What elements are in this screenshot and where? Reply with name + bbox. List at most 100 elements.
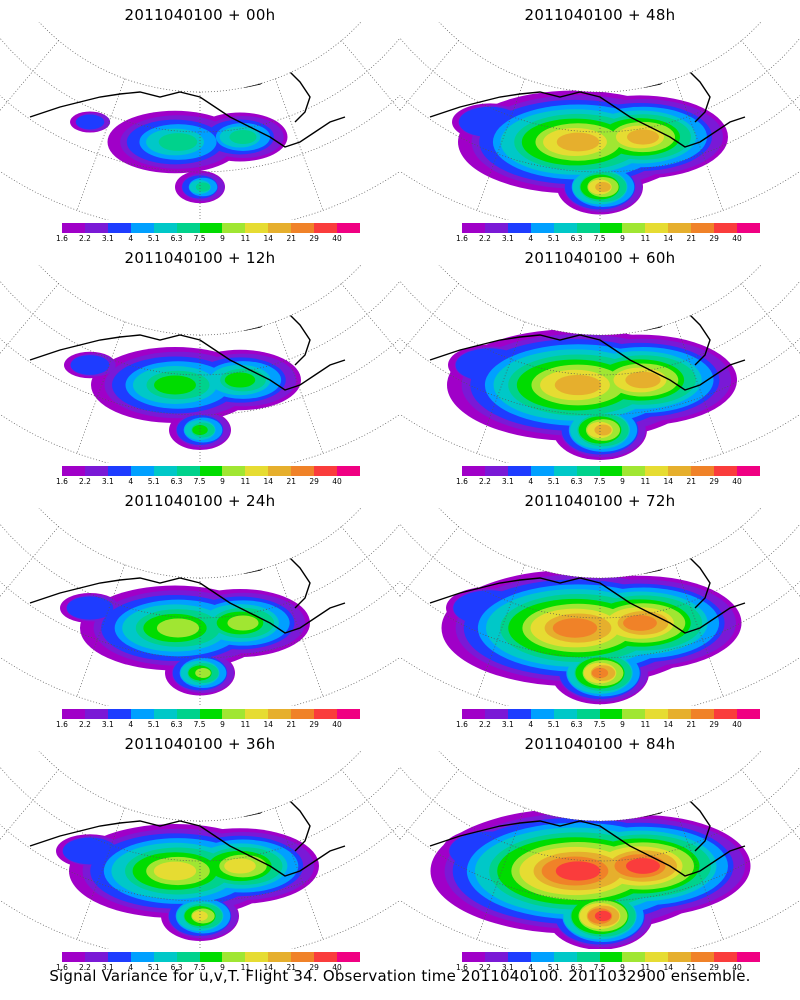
meridian-line bbox=[0, 265, 9, 295]
signal-variance-field bbox=[56, 824, 319, 941]
variance-contour bbox=[62, 837, 118, 865]
colorbar-tick-label: 5.1 bbox=[547, 477, 560, 486]
map-panel: 2011040100 + 72h 1.6 2.2 3.1 4 5.1 6.3 7.5 9 11 14… bbox=[400, 486, 800, 729]
colorbar-tick-label: 9 bbox=[620, 477, 625, 486]
map-panel: 2011040100 + 48h 1.6 2.2 3.1 4 5.1 6.3 7.5 9 11 14… bbox=[400, 0, 800, 243]
colorbar-swatch bbox=[222, 709, 246, 719]
colorbar-tick-label: 1.6 bbox=[56, 963, 68, 972]
colorbar-swatch bbox=[599, 709, 623, 719]
colorbar-swatch bbox=[130, 952, 154, 962]
colorbar-swatch bbox=[553, 952, 577, 962]
colorbar-swatch bbox=[176, 952, 200, 962]
variance-contour bbox=[594, 910, 612, 922]
variance-contour bbox=[224, 858, 256, 874]
meridian-line bbox=[0, 526, 59, 597]
map-panel: 2011040100 + 24h 1.6 2.2 3.1 4 5.1 6.3 7.5 9 11 14… bbox=[0, 486, 400, 729]
map-border bbox=[0, 22, 400, 220]
colorbar-swatch bbox=[268, 466, 292, 476]
panel-title: 2011040100 + 36h bbox=[124, 735, 276, 753]
colorbar-swatch bbox=[530, 952, 554, 962]
variance-contour bbox=[227, 615, 259, 631]
colorbar-tick-label: 1.6 bbox=[56, 477, 68, 486]
meridian-line bbox=[0, 751, 9, 781]
colorbar-tick-label: 4 bbox=[128, 477, 134, 486]
colorbar-tick-label: 5.1 bbox=[147, 234, 160, 243]
colorbar-swatch bbox=[691, 952, 715, 962]
colorbar-swatch bbox=[599, 952, 623, 962]
variance-contour bbox=[591, 667, 609, 679]
colorbar-tick-label: 4 bbox=[128, 720, 134, 729]
parallel-line bbox=[0, 581, 400, 659]
colorbar-swatch bbox=[622, 952, 646, 962]
colorbar-tick-label: 6.3 bbox=[570, 963, 583, 972]
colorbar-tick-label: 40 bbox=[732, 234, 742, 243]
meridian-line bbox=[791, 508, 800, 538]
parallel-line bbox=[0, 523, 400, 619]
parallel-line bbox=[400, 338, 800, 416]
parallel-line bbox=[0, 95, 400, 173]
colorbar-tick-label: 14 bbox=[663, 963, 674, 972]
colorbar-swatch bbox=[84, 466, 108, 476]
colorbar-tick-label: 3.1 bbox=[101, 963, 114, 972]
colorbar-ticks: 1.6 2.2 3.1 4 5.1 6.3 7.5 9 11 14 21 29 40 bbox=[56, 963, 360, 973]
colorbar-swatch bbox=[553, 709, 577, 719]
colorbar-tick-label: 29 bbox=[309, 720, 319, 729]
colorbar-swatch bbox=[576, 709, 600, 719]
colorbar-swatch bbox=[314, 223, 338, 233]
colorbar-swatch bbox=[107, 709, 131, 719]
colorbar-tick-label: 4 bbox=[128, 234, 134, 243]
colorbar-tick-label: 29 bbox=[309, 234, 319, 243]
colorbar-tick-label: 2.2 bbox=[78, 234, 91, 243]
colorbar-swatch bbox=[176, 223, 200, 233]
colorbar-tick-label: 40 bbox=[732, 477, 742, 486]
variance-contour bbox=[192, 911, 208, 921]
map-panel: 2011040100 + 60h 1.6 2.2 3.1 4 5.1 6.3 7.5 9 11 14… bbox=[400, 243, 800, 486]
map-panel: 2011040100 + 12h 1.6 2.2 3.1 4 5.1 6.3 7.5 9 11 14… bbox=[0, 243, 400, 486]
colorbar-tick-label: 3.1 bbox=[501, 234, 514, 243]
colorbar-swatch bbox=[222, 466, 246, 476]
colorbar-swatch bbox=[714, 223, 738, 233]
colorbar-tick-label: 6.3 bbox=[170, 720, 183, 729]
parallel-line bbox=[400, 523, 800, 619]
colorbar-swatch bbox=[668, 223, 692, 233]
colorbar-swatch bbox=[622, 466, 646, 476]
variance-contour bbox=[224, 372, 256, 388]
figure-caption: Signal Variance for u,v,T. Flight 34. Ob… bbox=[49, 967, 751, 985]
colorbar-tick-label: 6.3 bbox=[170, 963, 183, 972]
colorbar-swatch bbox=[484, 709, 508, 719]
colorbar-tick-label: 7.5 bbox=[193, 234, 206, 243]
meridian-line bbox=[791, 265, 800, 295]
colorbar-swatch bbox=[337, 466, 360, 476]
colorbar-swatch bbox=[714, 466, 738, 476]
map-plot bbox=[0, 22, 400, 220]
colorbar-tick-label: 29 bbox=[709, 234, 719, 243]
colorbar-tick-label: 3.1 bbox=[501, 720, 514, 729]
colorbar-swatch bbox=[153, 466, 177, 476]
colorbar-tick-label: 21 bbox=[286, 477, 296, 486]
colorbar bbox=[62, 952, 360, 962]
colorbar-tick-label: 4 bbox=[528, 720, 534, 729]
variance-contour bbox=[154, 375, 196, 395]
colorbar-tick-label: 40 bbox=[732, 720, 742, 729]
colorbar-tick-label: 2.2 bbox=[78, 477, 91, 486]
variance-contour bbox=[153, 861, 197, 881]
variance-contour bbox=[555, 861, 601, 881]
colorbar-swatch bbox=[691, 466, 715, 476]
colorbar-swatch bbox=[107, 466, 131, 476]
colorbar-tick-label: 29 bbox=[709, 477, 719, 486]
colorbar-swatch bbox=[645, 223, 669, 233]
colorbar-swatch bbox=[245, 223, 269, 233]
colorbar-tick-label: 29 bbox=[709, 720, 719, 729]
colorbar-tick-label: 40 bbox=[332, 963, 342, 972]
colorbar-swatch bbox=[530, 709, 554, 719]
meridian-line bbox=[0, 40, 59, 111]
colorbar-tick-label: 4 bbox=[528, 963, 534, 972]
meridian-line bbox=[741, 283, 800, 354]
map-plot bbox=[0, 751, 400, 949]
colorbar-swatch bbox=[484, 466, 508, 476]
variance-contour bbox=[595, 182, 611, 192]
meridian-line bbox=[741, 769, 800, 840]
colorbar-tick-label: 3.1 bbox=[101, 477, 114, 486]
variance-contour bbox=[70, 355, 110, 375]
colorbar-swatch bbox=[484, 952, 508, 962]
